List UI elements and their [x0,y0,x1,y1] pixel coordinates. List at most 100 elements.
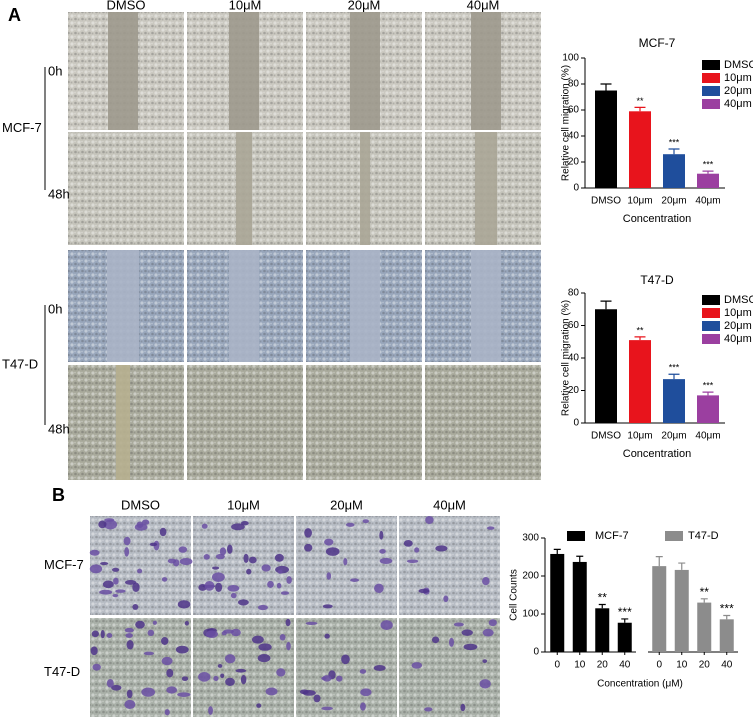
stained-cell [179,557,193,566]
x-tick-label: 20μm [661,431,686,442]
legend-label: 10μm [724,72,752,84]
stained-cell [322,604,333,609]
legend-label: 40μm [724,333,752,345]
stained-cell [343,558,348,566]
error-bar [702,170,714,174]
significance: *** [720,602,734,616]
stained-cell [227,585,240,592]
chart-title: T47-D [640,273,674,287]
error-bar [655,556,663,567]
x-tick-label: 20 [699,660,711,671]
stained-cell [217,664,223,668]
stained-cell [374,583,384,594]
error-bar [600,83,612,91]
stained-cell [276,668,286,677]
significance: *** [618,605,632,619]
stained-cell [274,553,284,562]
stained-cell [159,527,167,537]
stained-cell [177,692,191,697]
stained-cell [341,654,350,665]
stained-cell [425,515,434,525]
stained-cell [304,528,312,538]
error-bar [553,548,561,554]
bar [550,553,565,652]
stained-cell [414,547,420,553]
column-header: 10μM [227,497,260,512]
significance: ** [598,591,608,605]
error-bar [702,391,714,396]
bar [697,395,719,423]
stained-cell [106,633,113,638]
error-bar [576,555,584,562]
x-tick-label: 40 [619,660,631,671]
x-tick-label: 0 [656,660,662,671]
legend-swatch [702,99,720,109]
stained-cell [92,663,101,671]
legend-label: T47-D [688,530,719,542]
legend-swatch [702,334,720,344]
wound-gap [475,132,497,245]
bar [572,561,587,652]
stained-cell [215,582,223,593]
stained-cell [453,622,464,627]
significance: ** [636,96,644,106]
panel-label: B [52,485,65,505]
error-bar [700,598,708,603]
stained-cell [113,577,119,585]
legend-swatch [702,308,720,318]
time-label: 48h [48,186,70,201]
stained-cell [90,646,98,656]
y-tick-label: 0 [573,183,579,194]
stained-cell [201,523,208,529]
stained-cell [321,676,327,680]
y-tick-label: 300 [522,533,539,544]
stained-cell [257,654,271,663]
row-label: T47-D [2,356,38,371]
column-header: DMSO [107,0,146,12]
stained-cell [373,664,386,671]
stained-cell [124,547,130,557]
legend-swatch [702,73,720,83]
error-bar [668,373,680,380]
stained-cell [219,547,227,556]
stained-cell [115,589,126,593]
stained-cell [326,572,332,580]
legend-swatch [702,321,720,331]
bar [674,569,689,652]
stained-cell [89,549,100,556]
stained-cell [360,702,366,711]
stained-cell [175,645,189,654]
stained-cell [379,530,384,540]
stained-cell [325,547,340,556]
x-axis-label: Concentration (μM) [597,679,683,690]
stained-cell [246,568,252,575]
bar [595,608,610,652]
x-axis-label: Concentration [623,448,692,460]
stained-cell [231,628,241,637]
stained-cell [124,699,136,709]
stained-cell [360,688,372,697]
bar [629,111,651,188]
stained-cell [435,545,448,552]
stained-cell [460,703,466,712]
stained-cell [313,694,321,703]
wound-gap [350,12,380,130]
wound-gap [107,250,139,362]
stained-cell [482,577,490,586]
stained-cell [411,662,423,669]
wound-gap [471,12,501,130]
stained-cell [286,641,291,651]
x-tick-label: 40 [721,660,733,671]
stained-cell [380,620,393,630]
wound-gap [471,250,501,362]
stained-cell [286,576,292,584]
legend-swatch [567,531,585,541]
y-tick-label: 40 [568,353,580,364]
stained-cell [124,627,134,633]
stained-cell [143,651,155,656]
stained-cell [443,595,449,603]
column-header: 20μM [330,497,363,512]
wound-gap [236,132,252,245]
stained-cell [91,630,99,638]
